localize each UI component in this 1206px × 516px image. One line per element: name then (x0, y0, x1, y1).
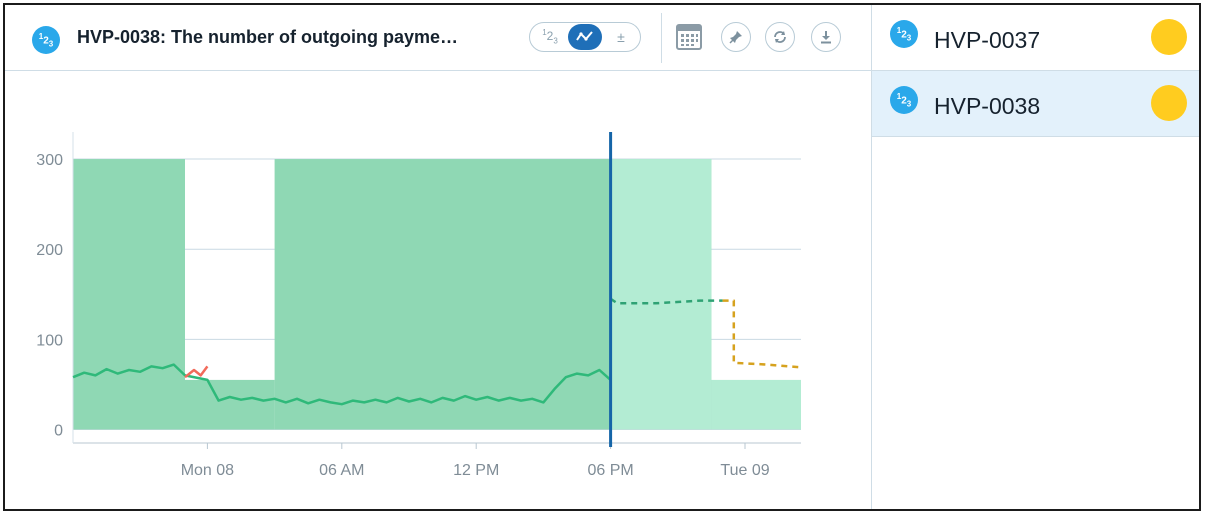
download-icon (821, 31, 831, 44)
actual-series-line (72, 363, 612, 406)
list-item-hvp-0037[interactable]: 123 HVP-0037 (872, 5, 1199, 71)
metric-type-badge-icon: 123 (890, 86, 918, 114)
x-tick-label: 06 PM (587, 462, 633, 479)
main-panel: 123 HVP-0038: The number of outgoing pay… (5, 5, 871, 509)
list-item-hvp-0038[interactable]: 123 HVP-0038 (872, 71, 1199, 137)
deviation-view-button[interactable]: ± (604, 24, 638, 50)
numeric-icon: 123 (542, 28, 558, 46)
forecast-range-band (610, 159, 712, 430)
expected-range-band (185, 379, 275, 430)
time-series-chart: 0 100 200 300 Mon 08 06 AM 12 PM 06 PM Tue 09 (36, 132, 802, 479)
refresh-button[interactable] (765, 22, 795, 52)
status-dot (1151, 19, 1187, 55)
calendar-button[interactable] (675, 21, 703, 51)
forecast-series-line (609, 297, 723, 305)
window-frame: 123 HVP-0038: The number of outgoing pay… (3, 3, 1201, 511)
metric-list-sidebar: 123 HVP-0037 123 HVP-0038 (871, 5, 1199, 509)
anomaly-series-line (184, 365, 209, 379)
y-tick-label: 200 (36, 242, 63, 259)
view-mode-toggle: 123 ± (529, 22, 641, 52)
plus-minus-icon: ± (617, 29, 625, 45)
refresh-icon (774, 31, 786, 43)
calendar-icon (676, 24, 702, 50)
page-title: HVP-0038: The number of outgoing payme… (77, 27, 459, 47)
forecast-alt-series-line (722, 299, 802, 369)
x-tick-label: Tue 09 (720, 462, 769, 479)
x-tick-label: 06 AM (319, 462, 364, 479)
x-tick-label: Mon 08 (181, 462, 234, 479)
y-tick-label: 100 (36, 332, 63, 349)
panel-header: 123 HVP-0038: The number of outgoing pay… (5, 5, 871, 71)
list-item-label: HVP-0037 (934, 27, 1041, 53)
numeric-view-button[interactable]: 123 (533, 24, 567, 50)
expected-range-band (711, 379, 801, 430)
metric-type-badge-icon: 123 (32, 26, 60, 54)
download-button[interactable] (811, 22, 841, 52)
status-dot (1151, 85, 1187, 121)
y-tick-label: 300 (36, 152, 63, 169)
line-view-button[interactable] (568, 24, 602, 50)
pin-button[interactable] (721, 22, 751, 52)
x-tick-label: 12 PM (453, 462, 499, 479)
toolbar-divider (661, 13, 662, 63)
y-tick-label: 0 (54, 422, 63, 439)
expected-range-band (73, 159, 185, 430)
metric-type-badge-icon: 123 (890, 20, 918, 48)
list-item-label: HVP-0038 (934, 93, 1041, 119)
line-chart-icon (576, 31, 593, 41)
pin-icon (729, 31, 742, 44)
